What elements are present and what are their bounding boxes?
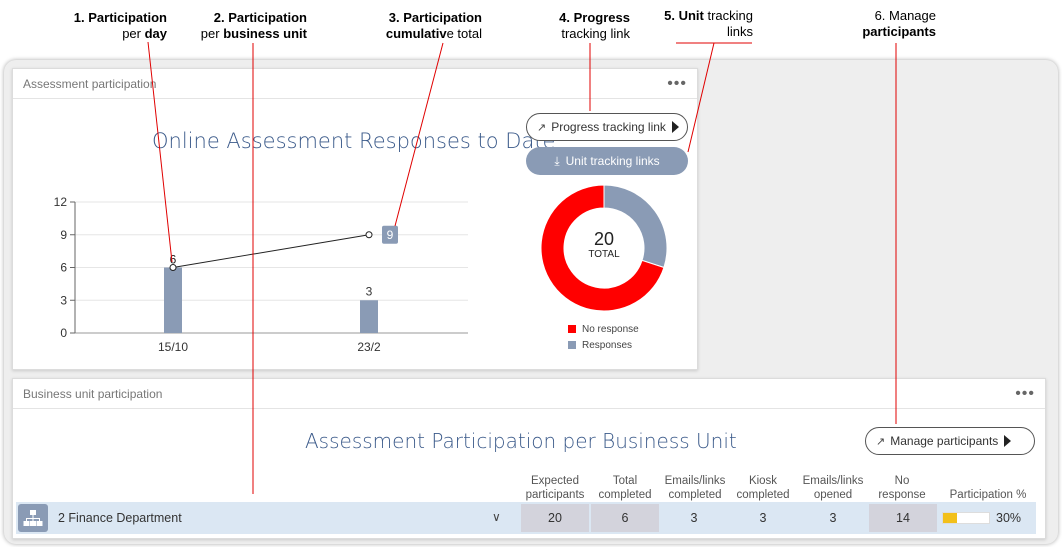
manage-participants-label: Manage participants	[890, 434, 999, 448]
legend-item-responses: Responses	[568, 337, 639, 353]
callout-manage-participants: 6. Manage participants	[862, 8, 936, 39]
responses-chart: 0 3 6 9 12 15/10 23/2 3 6 9	[54, 195, 468, 354]
download-icon: ⤓	[554, 153, 560, 168]
column-header-kiosk-completed: Kiosk completed	[736, 475, 790, 501]
callout-participation-cumulative: 3. Participation cumulative total	[385, 10, 482, 41]
x-tick-label: 23/2	[357, 340, 381, 354]
y-tick-label: 3	[60, 293, 67, 307]
play-icon	[671, 121, 679, 133]
line-data-label-box	[382, 225, 398, 244]
more-options-icon[interactable]: •••	[667, 74, 687, 92]
callout-participation-per-business-unit: 2. Participation per business unit	[200, 10, 307, 41]
business-unit-name: 2 Finance Department	[58, 511, 182, 525]
play-icon	[1004, 435, 1012, 447]
legend-item-no-response: No response	[568, 321, 639, 337]
participation-progress-bar	[942, 512, 990, 524]
column-header-expected: Expected participants	[525, 475, 585, 501]
legend-swatch	[568, 325, 576, 333]
y-tick-label: 12	[54, 195, 68, 209]
unit-tracking-links-button[interactable]: ⤓ Unit tracking links	[526, 147, 688, 175]
unit-tracking-links-label: Unit tracking links	[565, 154, 660, 168]
column-header-emails-opened: Emails/links opened	[802, 475, 864, 501]
line-data-label: 6	[170, 253, 177, 267]
y-tick-label: 6	[60, 261, 67, 275]
card-header: Business unit participation •••	[13, 379, 1045, 409]
external-link-icon: ↗	[537, 121, 547, 134]
responses-donut-chart	[540, 184, 668, 312]
business-unit-name-cell: 2 Finance Department	[16, 502, 516, 534]
table-row[interactable]: 2 Finance Department ∨ 20 6 3 3 3 14 30%	[16, 502, 1036, 534]
bar-data-label: 3	[366, 284, 373, 298]
column-header-participation-pct: Participation %	[949, 489, 1027, 501]
card-header: Assessment participation •••	[13, 69, 697, 99]
donut-total-label: TOTAL	[588, 249, 620, 260]
external-link-icon: ↗	[876, 435, 886, 448]
chart-title: Online Assessment Responses to Date	[152, 129, 556, 153]
callout-participation-per-day: 1. Participation per day	[73, 10, 167, 41]
business-unit-heading: Assessment Participation per Business Un…	[305, 429, 737, 453]
column-header-no-response: No response	[878, 475, 926, 501]
kiosk-completed-value: 3	[729, 504, 797, 532]
total-completed-value: 6	[591, 504, 659, 532]
card-title: Assessment participation	[23, 76, 157, 91]
bar	[164, 267, 182, 333]
x-tick-label: 15/10	[158, 340, 188, 354]
org-chart-icon	[18, 504, 48, 532]
no-response-value: 14	[869, 504, 937, 532]
line-point	[169, 264, 177, 271]
progress-bar-fill	[943, 513, 957, 523]
line-data-label: 9	[387, 228, 394, 242]
emails-completed-value: 3	[661, 504, 727, 532]
legend-swatch	[568, 341, 576, 349]
donut-total-value: 20	[593, 229, 615, 249]
expected-participants-value: 20	[521, 504, 589, 532]
progress-tracking-link-button[interactable]: ↗ Progress tracking link	[526, 113, 688, 141]
donut-slice	[540, 184, 665, 312]
card-title: Business unit participation	[23, 386, 163, 401]
more-options-icon[interactable]: •••	[1015, 384, 1035, 402]
series-line	[172, 234, 370, 268]
y-tick-label: 0	[60, 326, 67, 340]
line-point	[365, 231, 373, 239]
bar	[360, 300, 378, 333]
callout-progress-tracking-link: 4. Progress tracking link	[559, 10, 630, 41]
donut-legend: No response Responses	[568, 321, 639, 353]
manage-participants-button[interactable]: ↗ Manage participants	[865, 427, 1035, 455]
column-header-total-completed: Total completed	[598, 475, 652, 501]
participation-cell: 30%	[940, 504, 1036, 532]
callout-unit-tracking-links: 5. Unit tracking links	[664, 8, 753, 39]
participation-percent: 30%	[996, 511, 1022, 525]
chevron-down-icon[interactable]: ∨	[492, 510, 501, 524]
progress-tracking-link-label: Progress tracking link	[551, 120, 666, 134]
column-header-emails-completed: Emails/links completed	[664, 475, 726, 501]
y-tick-label: 9	[60, 228, 67, 242]
emails-opened-value: 3	[799, 504, 867, 532]
